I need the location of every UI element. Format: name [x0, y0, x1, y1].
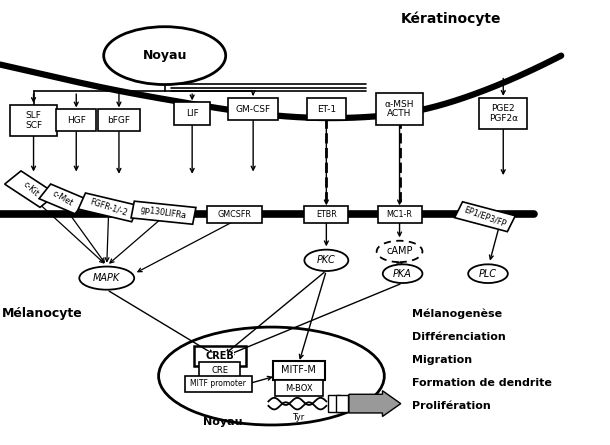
- FancyBboxPatch shape: [185, 376, 252, 392]
- Text: α-MSH
ACTH: α-MSH ACTH: [385, 100, 414, 118]
- FancyBboxPatch shape: [336, 395, 348, 412]
- FancyBboxPatch shape: [275, 380, 323, 396]
- FancyBboxPatch shape: [207, 206, 262, 223]
- Text: PKC: PKC: [317, 255, 336, 265]
- FancyBboxPatch shape: [479, 98, 527, 129]
- FancyBboxPatch shape: [39, 184, 87, 214]
- Text: LIF: LIF: [186, 109, 198, 118]
- Text: MITF promoter: MITF promoter: [190, 379, 246, 388]
- Text: gp130LIFRa: gp130LIFRa: [140, 205, 187, 220]
- Text: ETBR: ETBR: [316, 210, 337, 219]
- Text: Mélanogenèse: Mélanogenèse: [412, 308, 502, 319]
- FancyBboxPatch shape: [228, 98, 278, 120]
- Text: SLF
SCF: SLF SCF: [25, 111, 42, 129]
- Text: Kératinocyte: Kératinocyte: [401, 11, 501, 26]
- FancyBboxPatch shape: [199, 362, 240, 378]
- FancyBboxPatch shape: [328, 395, 340, 412]
- Ellipse shape: [383, 264, 422, 283]
- Text: Noyau: Noyau: [203, 417, 242, 427]
- FancyBboxPatch shape: [10, 105, 57, 136]
- FancyBboxPatch shape: [194, 346, 245, 366]
- FancyBboxPatch shape: [273, 360, 325, 380]
- Ellipse shape: [468, 264, 508, 283]
- FancyBboxPatch shape: [98, 109, 140, 131]
- Text: GM-CSF: GM-CSF: [235, 105, 271, 113]
- Text: Mélanocyte: Mélanocyte: [2, 307, 83, 320]
- Ellipse shape: [104, 27, 226, 85]
- Text: PLC: PLC: [479, 269, 497, 279]
- Text: Formation de dendrite: Formation de dendrite: [412, 378, 551, 388]
- Text: MITF-M: MITF-M: [281, 365, 317, 375]
- Text: ET-1: ET-1: [317, 105, 336, 113]
- Ellipse shape: [159, 327, 384, 425]
- Text: CREB: CREB: [205, 351, 234, 361]
- Text: Prolifération: Prolifération: [412, 401, 490, 411]
- FancyBboxPatch shape: [5, 171, 56, 207]
- FancyBboxPatch shape: [304, 206, 348, 223]
- Text: Migration: Migration: [412, 355, 472, 365]
- Ellipse shape: [79, 267, 134, 290]
- Text: GMCSFR: GMCSFR: [218, 210, 252, 219]
- Text: MAPK: MAPK: [93, 273, 120, 283]
- Text: M-BOX: M-BOX: [285, 384, 313, 392]
- Text: bFGF: bFGF: [107, 116, 131, 125]
- Text: Noyau: Noyau: [143, 49, 187, 62]
- FancyBboxPatch shape: [56, 109, 96, 131]
- Text: PGE2
PGF2α: PGE2 PGF2α: [489, 104, 518, 123]
- FancyArrow shape: [349, 391, 401, 417]
- Text: FGFR-1/-2: FGFR-1/-2: [88, 197, 129, 218]
- Text: PKA: PKA: [393, 269, 412, 279]
- Text: CRE: CRE: [211, 366, 228, 375]
- Text: Tyr: Tyr: [292, 413, 304, 422]
- FancyBboxPatch shape: [174, 102, 210, 125]
- FancyBboxPatch shape: [376, 93, 423, 125]
- Text: cAMP: cAMP: [386, 247, 413, 256]
- Text: HGF: HGF: [67, 116, 85, 125]
- Text: c-Kit: c-Kit: [21, 180, 40, 198]
- Text: c-Met: c-Met: [51, 190, 75, 208]
- Text: Différenciation: Différenciation: [412, 332, 506, 342]
- FancyBboxPatch shape: [78, 193, 139, 222]
- FancyBboxPatch shape: [131, 201, 196, 224]
- Text: MC1-R: MC1-R: [387, 210, 412, 219]
- Text: EP1/EP3/FP: EP1/EP3/FP: [462, 205, 508, 229]
- Ellipse shape: [377, 241, 422, 262]
- FancyBboxPatch shape: [454, 202, 515, 232]
- FancyBboxPatch shape: [307, 98, 346, 120]
- FancyBboxPatch shape: [378, 206, 422, 223]
- Ellipse shape: [304, 250, 348, 271]
